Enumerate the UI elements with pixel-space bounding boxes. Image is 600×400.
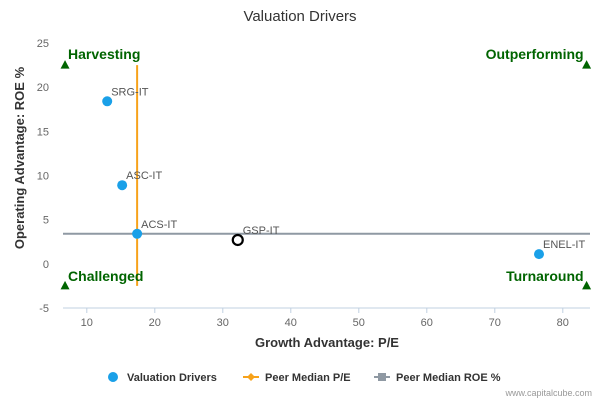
x-tick-label: 30 <box>217 317 229 329</box>
quadrant-labels: Harvesting Outperforming Challenged Turnaro… <box>60 46 592 290</box>
x-axis: 10 20 30 40 50 60 70 80 <box>63 307 590 329</box>
quadrant-marker <box>60 60 70 69</box>
y-tick-label: 10 <box>37 171 49 183</box>
highlight-label: GSP-IT <box>243 225 280 237</box>
quadrant-label: Turnaround <box>506 268 584 284</box>
legend-symbol <box>108 372 118 382</box>
x-tick-label: 60 <box>421 317 433 329</box>
highlight-point[interactable] <box>231 233 244 247</box>
y-axis: -5 0 5 10 15 20 25 <box>37 38 49 315</box>
quadrant-marker <box>582 280 592 290</box>
legend-label: Peer Median ROE % <box>396 372 501 384</box>
data-point[interactable] <box>534 249 544 260</box>
data-points: SRG-IT ASC-IT ACS-IT ENEL-IT GSP-IT <box>102 86 585 260</box>
y-tick-label: 25 <box>37 38 49 50</box>
credit-text: www.capitalcube.com <box>504 388 592 398</box>
x-axis-label: Growth Advantage: P/E <box>255 335 399 350</box>
point-label: ENEL-IT <box>543 239 585 251</box>
y-tick-label: 20 <box>37 82 49 94</box>
legend: Valuation Drivers Peer Median P/E Peer Med… <box>108 372 501 384</box>
legend-symbol <box>378 373 386 381</box>
y-tick-label: 0 <box>43 259 49 271</box>
point-label: ASC-IT <box>126 170 162 182</box>
y-tick-label: 15 <box>37 126 49 138</box>
x-tick-label: 50 <box>353 317 365 329</box>
x-tick-label: 20 <box>149 317 161 329</box>
x-tick-label: 10 <box>81 317 93 329</box>
y-axis-label: Operating Advantage: ROE % <box>12 66 27 249</box>
y-tick-label: 5 <box>43 215 49 227</box>
quadrant-marker <box>582 60 592 69</box>
x-tick-label: 40 <box>285 317 297 329</box>
data-point[interactable] <box>132 228 143 239</box>
x-tick-label: 80 <box>557 317 569 329</box>
reference-lines <box>63 65 590 286</box>
legend-item-valuation-drivers[interactable]: Valuation Drivers <box>108 372 217 384</box>
legend-item-peer-median-pe[interactable]: Peer Median P/E <box>243 372 351 384</box>
data-point[interactable] <box>117 180 128 191</box>
point-label: ACS-IT <box>141 219 177 231</box>
y-tick-label: -5 <box>39 303 49 315</box>
legend-label: Peer Median P/E <box>265 372 351 384</box>
legend-item-peer-median-roe[interactable]: Peer Median ROE % <box>374 372 501 384</box>
quadrant-marker <box>60 280 70 290</box>
x-tick-label: 70 <box>489 317 501 329</box>
quadrant-label: Outperforming <box>486 46 584 62</box>
chart-title: Valuation Drivers <box>243 8 356 25</box>
legend-label: Valuation Drivers <box>127 372 217 384</box>
data-point[interactable] <box>102 96 113 107</box>
point-label: SRG-IT <box>111 86 149 98</box>
legend-symbol <box>247 373 255 381</box>
quadrant-label: Harvesting <box>68 46 140 62</box>
quadrant-label: Challenged <box>68 268 143 284</box>
